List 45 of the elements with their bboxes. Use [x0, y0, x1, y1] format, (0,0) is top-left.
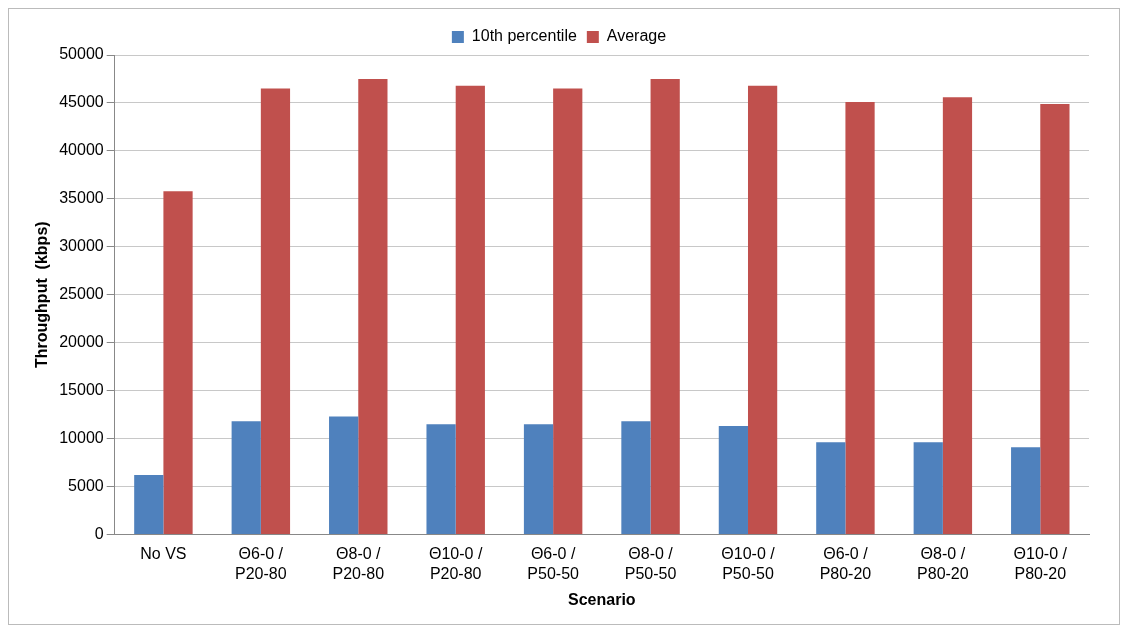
bar	[134, 474, 164, 534]
x-tick-label: Θ8-0 / P80-20	[917, 545, 969, 582]
y-tick-label: 20000	[59, 333, 104, 351]
bar	[260, 88, 291, 534]
bar	[621, 421, 651, 534]
x-tick-label: Θ10-0 / P80-20	[1013, 545, 1068, 582]
bar	[163, 191, 193, 534]
x-tick-label: Θ8-0 / P50-50	[624, 545, 677, 582]
bar	[523, 424, 554, 534]
y-tick-label: 50000	[59, 45, 104, 63]
x-tick-label: Θ6-0 / P80-20	[819, 545, 872, 582]
bar	[816, 442, 846, 534]
y-tick-label: 25000	[59, 285, 104, 303]
x-tick-label: Θ6-0 / P20-80	[235, 545, 287, 582]
y-tick-label: 0	[94, 524, 104, 542]
bar	[455, 85, 485, 534]
bar	[913, 442, 943, 534]
y-tick-label: 15000	[59, 380, 104, 398]
x-tick-label: Θ10-0 / P20-80	[429, 545, 483, 582]
bar	[718, 426, 748, 534]
y-tick-label: 45000	[59, 93, 104, 111]
bar	[1040, 103, 1070, 534]
bar	[747, 85, 778, 534]
y-tick-label: 40000	[59, 141, 104, 159]
legend-label: 10th percentile	[471, 27, 577, 45]
x-tick-label: Θ6-0 / P50-50	[527, 545, 580, 582]
x-tick-label: Θ8-0 / P20-80	[332, 545, 385, 582]
y-axis-title: Throughput (kbps)	[33, 221, 51, 369]
bar	[1011, 447, 1041, 534]
bar	[426, 424, 456, 534]
bar	[650, 78, 680, 534]
bar	[845, 101, 875, 534]
y-tick-label: 35000	[59, 189, 104, 207]
legend-label: Average	[606, 27, 667, 45]
y-tick-label: 10000	[59, 428, 104, 446]
bar	[942, 97, 973, 534]
bar	[231, 421, 261, 534]
y-tick-label: 30000	[59, 237, 104, 255]
bar	[553, 88, 583, 534]
x-axis-title: Scenario	[568, 590, 636, 608]
bar	[358, 78, 388, 534]
y-tick-label: 5000	[68, 476, 104, 494]
x-tick-label: No VS	[140, 545, 187, 563]
bar	[329, 416, 359, 534]
x-tick-label: Θ10-0 / P50-50	[721, 545, 776, 582]
